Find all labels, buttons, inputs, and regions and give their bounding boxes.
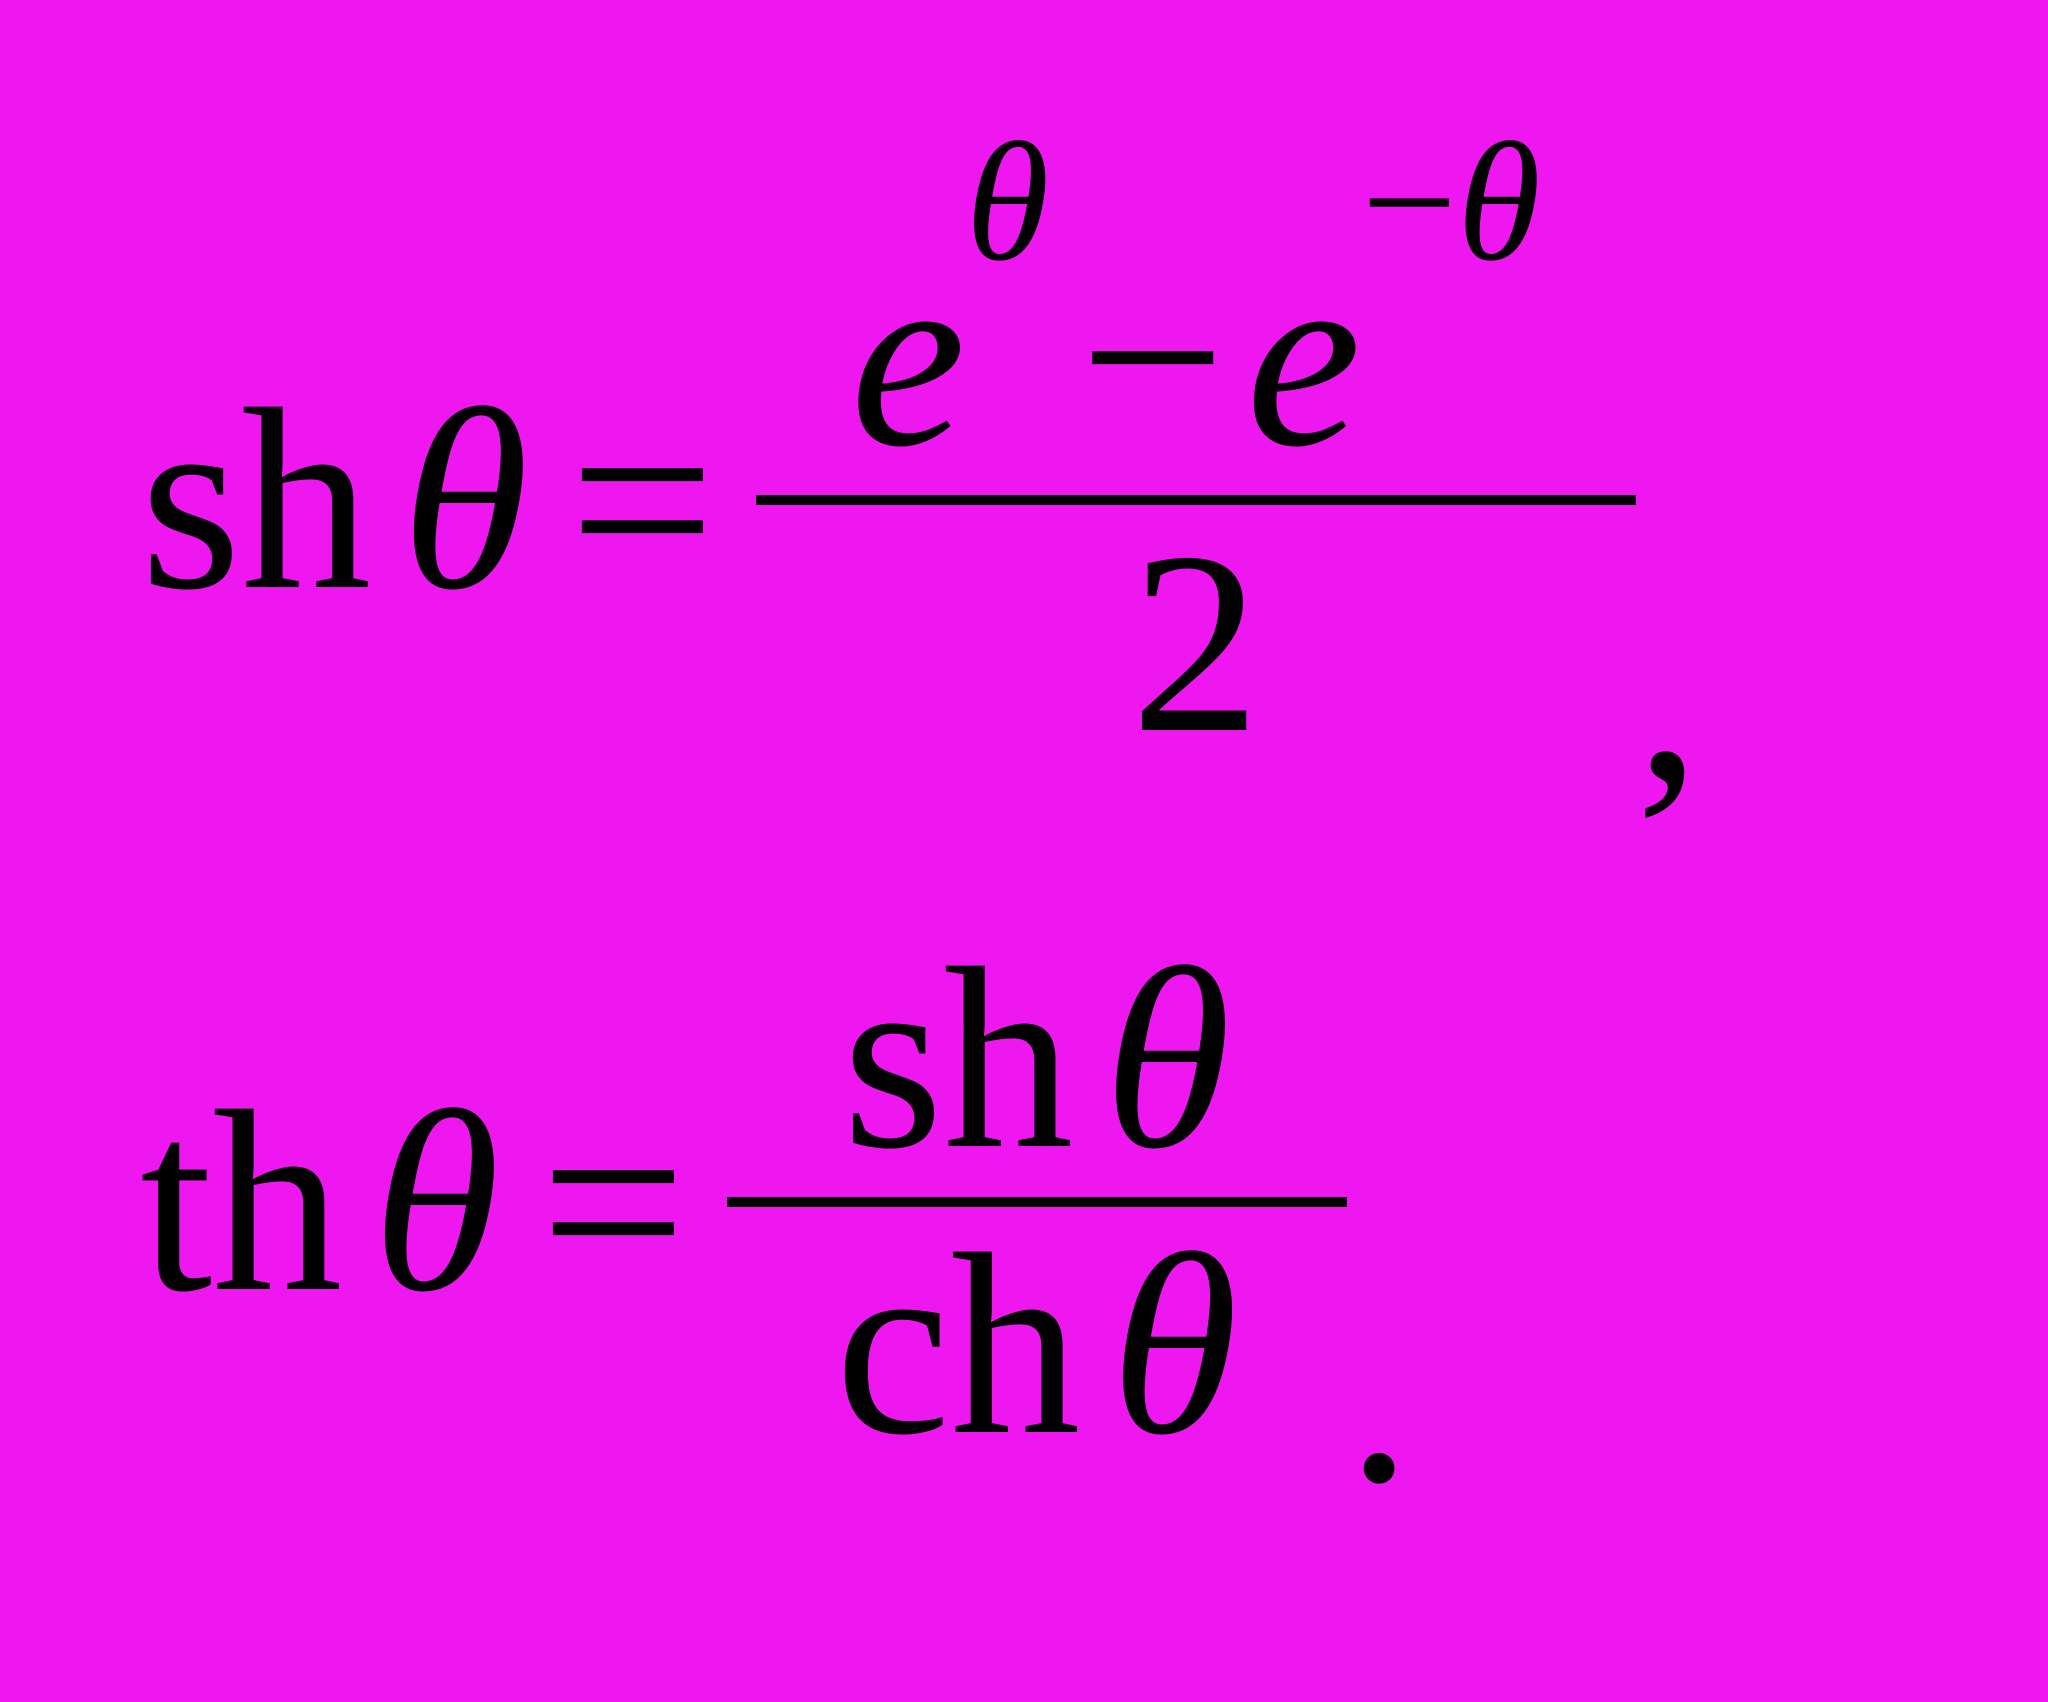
denominator-2: 2 [1131, 513, 1261, 773]
fraction-2-numerator: sh θ [842, 921, 1231, 1197]
exponent-minus-theta: − θ [1361, 117, 1540, 287]
trailing-comma: , [1636, 561, 1701, 821]
variable-theta: θ [401, 370, 529, 630]
variable-theta: θ [1110, 1215, 1238, 1475]
variable-theta: θ [372, 1072, 500, 1332]
fraction-2-denominator: ch θ [835, 1207, 1238, 1483]
equation-2: th θ = sh θ ch θ . [140, 921, 1412, 1483]
exponent-theta: θ [966, 117, 1050, 287]
e-to-theta: e θ [850, 227, 1049, 487]
equals-sign: = [569, 370, 716, 630]
equals-sign: = [540, 1072, 687, 1332]
fraction-1-denominator: 2 [1131, 505, 1261, 781]
e-to-minus-theta: e − θ [1246, 227, 1541, 487]
operator-sh: sh [140, 370, 371, 630]
minus-sign: − [1079, 227, 1226, 487]
base-e: e [850, 227, 965, 487]
operator-sh: sh [842, 929, 1073, 1189]
variable-theta: θ [1103, 929, 1231, 1189]
trailing-period: . [1347, 1263, 1412, 1523]
fraction-1: e θ − e − θ 2 [756, 219, 1636, 781]
operator-ch: ch [835, 1215, 1080, 1475]
fraction-1-numerator: e θ − e − θ [850, 219, 1540, 495]
exponent-minus-sign: − [1361, 117, 1457, 287]
equation-1: sh θ = e θ − e − θ 2 , [140, 219, 1701, 781]
exponent-theta: θ [1457, 117, 1541, 287]
operator-th: th [140, 1072, 342, 1332]
fraction-2: sh θ ch θ [727, 921, 1347, 1483]
base-e: e [1246, 227, 1361, 487]
